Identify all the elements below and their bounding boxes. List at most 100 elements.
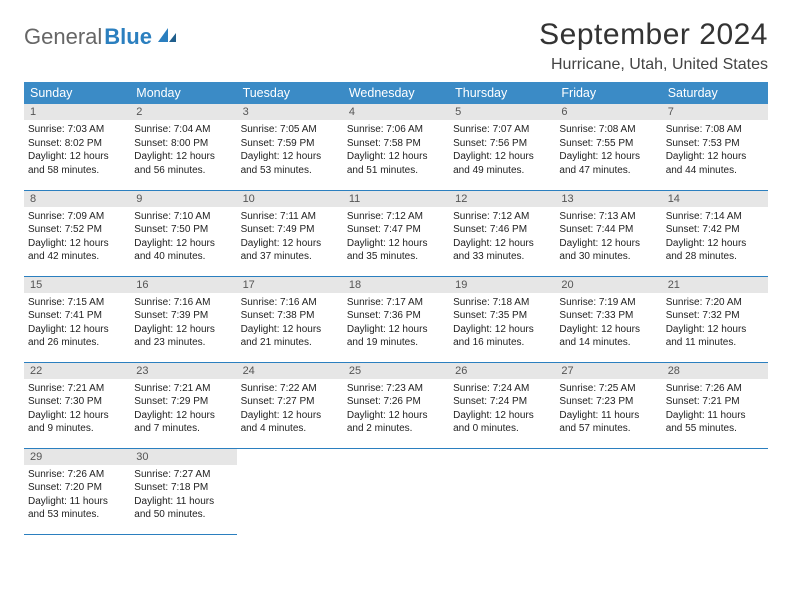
day-details: Sunrise: 7:16 AMSunset: 7:39 PMDaylight:… (130, 293, 236, 354)
day-detail-line: Sunset: 7:24 PM (453, 395, 551, 409)
calendar-table: Sunday Monday Tuesday Wednesday Thursday… (24, 82, 768, 535)
day-detail-line: and 53 minutes. (28, 508, 126, 522)
day-detail-line: Sunset: 7:50 PM (134, 223, 232, 237)
day-detail-line: Sunrise: 7:08 AM (559, 123, 657, 137)
calendar-row: 29Sunrise: 7:26 AMSunset: 7:20 PMDayligh… (24, 448, 768, 534)
day-detail-line: Sunset: 7:49 PM (241, 223, 339, 237)
calendar-cell: 30Sunrise: 7:27 AMSunset: 7:18 PMDayligh… (130, 448, 236, 534)
day-detail-line: Daylight: 12 hours (666, 150, 764, 164)
day-detail-line: Sunset: 7:18 PM (134, 481, 232, 495)
calendar-cell: 27Sunrise: 7:25 AMSunset: 7:23 PMDayligh… (555, 362, 661, 448)
day-detail-line: and 35 minutes. (347, 250, 445, 264)
day-number: 1 (24, 104, 130, 120)
day-detail-line: Daylight: 12 hours (666, 237, 764, 251)
day-details: Sunrise: 7:14 AMSunset: 7:42 PMDaylight:… (662, 207, 768, 268)
day-detail-line: Daylight: 12 hours (559, 150, 657, 164)
day-detail-line: Daylight: 11 hours (559, 409, 657, 423)
day-detail-line: and 30 minutes. (559, 250, 657, 264)
calendar-cell: 12Sunrise: 7:12 AMSunset: 7:46 PMDayligh… (449, 190, 555, 276)
day-detail-line: Sunset: 7:44 PM (559, 223, 657, 237)
day-number: 23 (130, 363, 236, 379)
calendar-cell: 10Sunrise: 7:11 AMSunset: 7:49 PMDayligh… (237, 190, 343, 276)
day-detail-line: Sunrise: 7:27 AM (134, 468, 232, 482)
day-details: Sunrise: 7:08 AMSunset: 7:55 PMDaylight:… (555, 120, 661, 181)
day-detail-line: Sunset: 8:02 PM (28, 137, 126, 151)
calendar-row: 22Sunrise: 7:21 AMSunset: 7:30 PMDayligh… (24, 362, 768, 448)
day-details: Sunrise: 7:18 AMSunset: 7:35 PMDaylight:… (449, 293, 555, 354)
day-detail-line: and 23 minutes. (134, 336, 232, 350)
day-number: 16 (130, 277, 236, 293)
day-detail-line: Sunrise: 7:03 AM (28, 123, 126, 137)
day-number: 9 (130, 191, 236, 207)
day-details: Sunrise: 7:05 AMSunset: 7:59 PMDaylight:… (237, 120, 343, 181)
day-detail-line: Sunrise: 7:20 AM (666, 296, 764, 310)
calendar-cell: 29Sunrise: 7:26 AMSunset: 7:20 PMDayligh… (24, 448, 130, 534)
day-detail-line: and 33 minutes. (453, 250, 551, 264)
day-detail-line: Sunrise: 7:23 AM (347, 382, 445, 396)
calendar-cell: 7Sunrise: 7:08 AMSunset: 7:53 PMDaylight… (662, 104, 768, 190)
day-detail-line: Daylight: 12 hours (28, 323, 126, 337)
day-details: Sunrise: 7:21 AMSunset: 7:30 PMDaylight:… (24, 379, 130, 440)
day-number: 28 (662, 363, 768, 379)
day-detail-line: Sunrise: 7:12 AM (347, 210, 445, 224)
day-detail-line: Sunset: 7:58 PM (347, 137, 445, 151)
day-header: Friday (555, 82, 661, 104)
calendar-cell: 19Sunrise: 7:18 AMSunset: 7:35 PMDayligh… (449, 276, 555, 362)
calendar-body: 1 Sunrise: 7:03 AMSunset: 8:02 PM Daylight… (24, 104, 768, 534)
day-details: Sunrise: 7:11 AMSunset: 7:49 PMDaylight:… (237, 207, 343, 268)
day-detail-line: Daylight: 12 hours (347, 150, 445, 164)
day-detail-line: Sunrise: 7:21 AM (28, 382, 126, 396)
day-number: 2 (130, 104, 236, 120)
day-details: Sunrise: 7:25 AMSunset: 7:23 PMDaylight:… (555, 379, 661, 440)
day-number: 21 (662, 277, 768, 293)
day-number: 15 (24, 277, 130, 293)
day-detail-line: Daylight: 12 hours (559, 237, 657, 251)
day-number: 27 (555, 363, 661, 379)
calendar-cell: 2Sunrise: 7:04 AMSunset: 8:00 PMDaylight… (130, 104, 236, 190)
calendar-cell (449, 448, 555, 534)
calendar-cell: 16Sunrise: 7:16 AMSunset: 7:39 PMDayligh… (130, 276, 236, 362)
day-detail-line: Sunset: 7:38 PM (241, 309, 339, 323)
page-header: GeneralBlue September 2024 Hurricane, Ut… (24, 18, 768, 74)
month-title: September 2024 (539, 18, 768, 52)
day-detail-line: and 0 minutes. (453, 422, 551, 436)
day-detail-line: Daylight: 12 hours (347, 323, 445, 337)
calendar-row: 15Sunrise: 7:15 AMSunset: 7:41 PMDayligh… (24, 276, 768, 362)
calendar-cell (662, 448, 768, 534)
calendar-cell: 3Sunrise: 7:05 AMSunset: 7:59 PMDaylight… (237, 104, 343, 190)
day-number: 10 (237, 191, 343, 207)
day-number: 13 (555, 191, 661, 207)
day-detail-line: and 51 minutes. (347, 164, 445, 178)
calendar-row: 1 Sunrise: 7:03 AMSunset: 8:02 PM Daylight… (24, 104, 768, 190)
day-detail-line: Sunset: 7:36 PM (347, 309, 445, 323)
day-details: Sunrise: 7:19 AMSunset: 7:33 PMDaylight:… (555, 293, 661, 354)
day-details: Sunrise: 7:04 AMSunset: 8:00 PMDaylight:… (130, 120, 236, 181)
calendar-cell: 6Sunrise: 7:08 AMSunset: 7:55 PMDaylight… (555, 104, 661, 190)
day-detail-line: Sunrise: 7:13 AM (559, 210, 657, 224)
calendar-cell: 18Sunrise: 7:17 AMSunset: 7:36 PMDayligh… (343, 276, 449, 362)
day-detail-line: and 58 minutes. (28, 164, 126, 178)
day-number: 11 (343, 191, 449, 207)
day-number: 4 (343, 104, 449, 120)
day-number: 3 (237, 104, 343, 120)
day-detail-line: Sunrise: 7:08 AM (666, 123, 764, 137)
day-details: Sunrise: 7:20 AMSunset: 7:32 PMDaylight:… (662, 293, 768, 354)
calendar-cell: 1Sunrise: 7:03 AMSunset: 8:02 PMDaylight… (24, 104, 130, 190)
day-detail-line: Sunrise: 7:12 AM (453, 210, 551, 224)
day-detail-line: Sunrise: 7:15 AM (28, 296, 126, 310)
day-details: Sunrise: 7:16 AMSunset: 7:38 PMDaylight:… (237, 293, 343, 354)
day-header: Monday (130, 82, 236, 104)
day-number: 17 (237, 277, 343, 293)
calendar-cell (237, 448, 343, 534)
day-detail-line: Daylight: 12 hours (134, 409, 232, 423)
day-detail-line: and 57 minutes. (559, 422, 657, 436)
day-details: Sunrise: 7:21 AMSunset: 7:29 PMDaylight:… (130, 379, 236, 440)
day-detail-line: Daylight: 12 hours (241, 323, 339, 337)
day-number: 20 (555, 277, 661, 293)
logo-text-blue: Blue (104, 24, 152, 50)
day-detail-line: and 21 minutes. (241, 336, 339, 350)
day-detail-line: Sunrise: 7:04 AM (134, 123, 232, 137)
day-number: 26 (449, 363, 555, 379)
day-details: Sunrise: 7:10 AMSunset: 7:50 PMDaylight:… (130, 207, 236, 268)
day-details: Sunrise: 7:26 AMSunset: 7:21 PMDaylight:… (662, 379, 768, 440)
